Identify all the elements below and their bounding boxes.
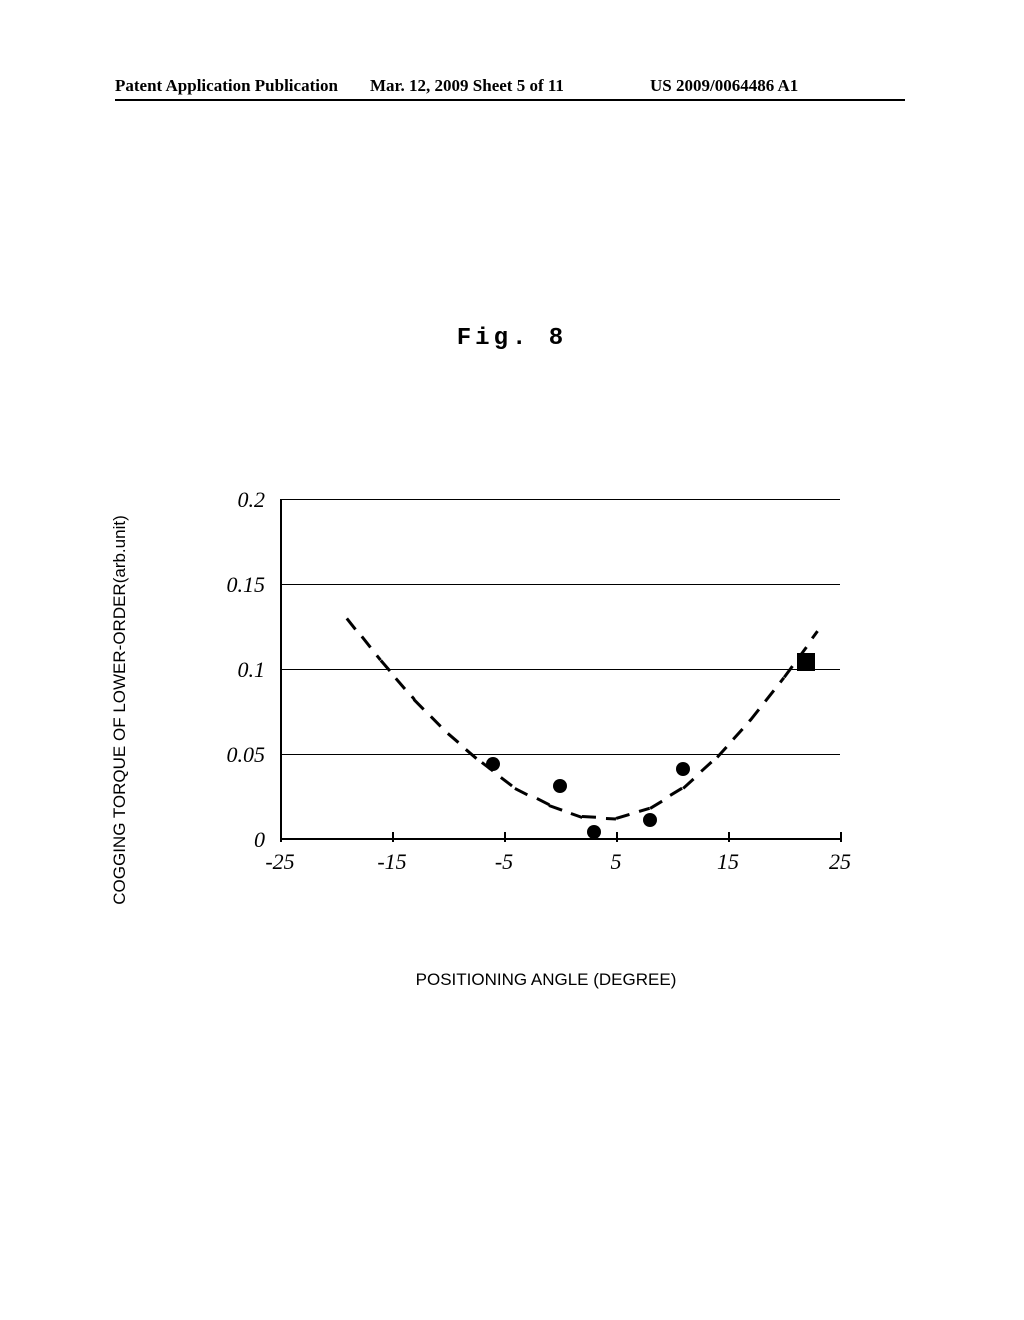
header-rule	[115, 99, 905, 101]
header-date-sheet: Mar. 12, 2009 Sheet 5 of 11	[370, 76, 564, 96]
x-tick	[616, 832, 618, 842]
curve-dash	[500, 776, 513, 786]
curve-dash	[649, 800, 662, 809]
curve-dash	[783, 665, 793, 678]
data-point-circle	[587, 825, 601, 839]
curve-dash	[749, 708, 760, 721]
header-pub-number: US 2009/0064486 A1	[650, 76, 798, 96]
curve-dash	[669, 787, 682, 796]
x-tick-label: 15	[717, 849, 739, 875]
x-tick	[280, 832, 282, 842]
curve-dash	[732, 728, 743, 740]
data-point-square	[797, 653, 815, 671]
plot-area: 00.050.10.150.2-25-15-551525	[280, 500, 840, 840]
curve-dash	[811, 631, 818, 640]
y-tick-label: 0	[254, 827, 265, 853]
y-tick-label: 0.2	[238, 487, 266, 513]
x-tick-label: 5	[611, 849, 622, 875]
x-tick	[504, 832, 506, 842]
curve-dash	[414, 698, 426, 710]
x-tick-label: 25	[829, 849, 851, 875]
x-tick	[392, 832, 394, 842]
data-point-circle	[676, 762, 690, 776]
curve-dash	[430, 716, 442, 728]
data-point-circle	[486, 757, 500, 771]
x-tick-label: -15	[377, 849, 406, 875]
curve-dash	[548, 804, 562, 811]
y-tick-label: 0.1	[238, 657, 266, 683]
x-tick	[728, 832, 730, 842]
curve-dash	[682, 777, 694, 788]
curve-dash	[536, 797, 549, 805]
x-axis	[280, 838, 840, 840]
y-axis	[280, 500, 282, 840]
chart: COGGING TORQUE OF LOWER-ORDER(arb.unit) …	[150, 500, 870, 920]
data-point-circle	[553, 779, 567, 793]
curve-dash	[606, 817, 616, 820]
curve-dash	[582, 815, 596, 818]
x-tick-label: -25	[265, 849, 294, 875]
curve-dash	[764, 689, 775, 702]
curve-dash	[616, 813, 630, 819]
gridline	[280, 499, 840, 501]
header-publication: Patent Application Publication	[115, 76, 338, 96]
gridline	[280, 754, 840, 756]
curve-dash	[346, 617, 357, 630]
curve-dash	[395, 678, 406, 690]
curve-dash	[447, 732, 459, 743]
x-tick	[840, 832, 842, 842]
curve-dash	[716, 746, 727, 758]
curve-dash	[700, 761, 712, 772]
figure-title: Fig. 8	[0, 325, 1024, 352]
data-point-circle	[643, 813, 657, 827]
gridline	[280, 669, 840, 671]
curve-dash	[515, 787, 529, 796]
y-tick-label: 0.15	[227, 572, 266, 598]
curve-dash	[361, 636, 372, 649]
gridline	[280, 584, 840, 586]
y-tick-label: 0.05	[227, 742, 266, 768]
y-axis-label: COGGING TORQUE OF LOWER-ORDER(arb.unit)	[110, 515, 130, 904]
x-axis-label: POSITIONING ANGLE (DEGREE)	[416, 970, 677, 990]
x-tick-label: -5	[495, 849, 513, 875]
